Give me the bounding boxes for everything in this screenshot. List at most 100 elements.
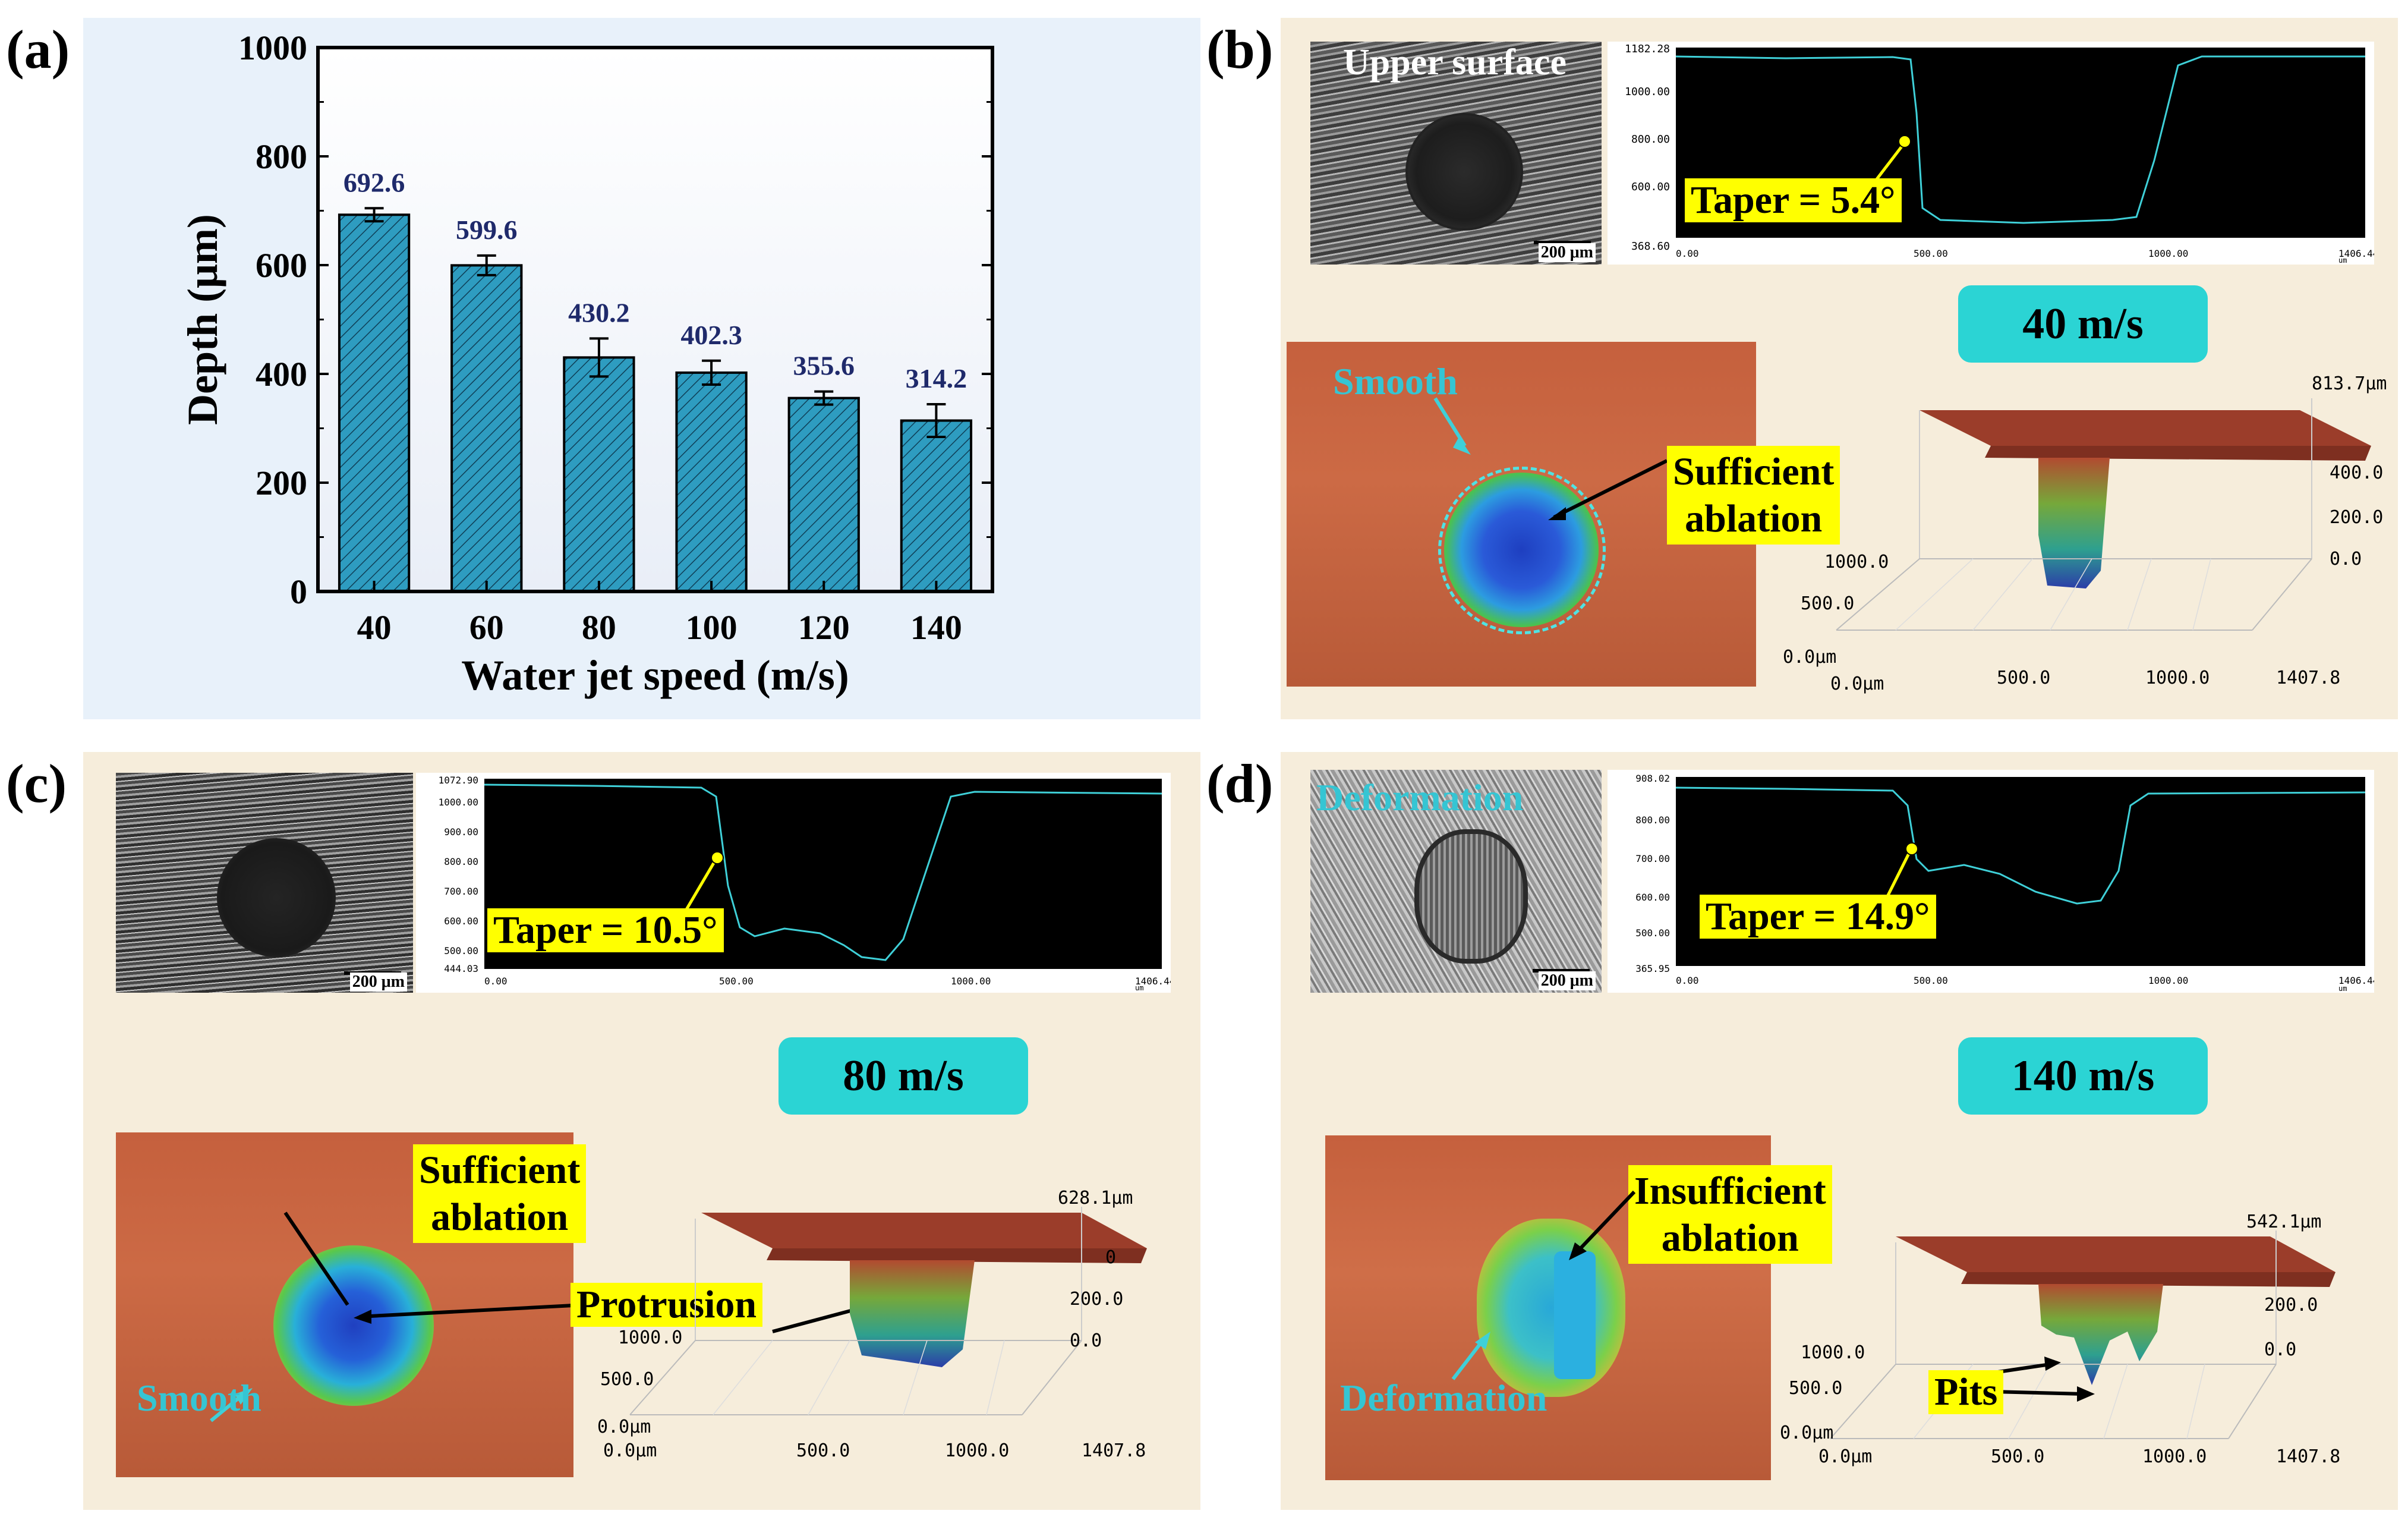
profile-c-x-3: 1406.44 [1135,975,1171,987]
profile-b-x-3: 1406.44 [2338,248,2374,259]
scale-bar-label: 200 μm [349,973,407,992]
profile-d-unit: um [2338,984,2347,993]
3d-b-z0: 400.0 [2330,462,2383,483]
3d-profile-b: 813.7μm 400.0 200.0 0.0 1000.0 500.0 0.0… [1783,373,2387,694]
3d-b-x1: 500.0 [1997,668,2050,688]
micrograph-c: 200 μm [116,773,413,993]
pits-label: Pits [1928,1370,2004,1414]
bar-80 [563,356,635,593]
profile-d-y-5: 365.95 [1635,963,1670,974]
3d-profile-c: 628.1μm 0 200.0 0.0 1000.0 500.0 0.0μm 0… [597,1188,1147,1461]
speed-badge-40: 40 m/s [1958,285,2208,363]
3d-d-x1: 500.0 [1991,1446,2044,1467]
insufficient-ablation-d: Insufficient ablation [1628,1165,1832,1264]
x-tick-label: 120 [798,608,850,647]
profile-c-y-1: 1000.00 [439,797,478,808]
profile-b-unit: um [2338,256,2347,265]
panel-c-letter: (c) [6,753,67,814]
profile-c-y-7: 444.03 [444,963,478,974]
profile-c-unit: um [1135,984,1143,992]
profile-c-y-4: 700.00 [444,886,478,897]
profile-b-y-1: 1000.00 [1625,86,1670,98]
bar-120 [787,396,860,593]
deformation-label-top: Deformation [1316,776,1524,819]
scale-bar-line [1533,969,1590,973]
profile-c-x-2: 1000.00 [951,975,991,987]
sufficient-line-b: Sufficient [1673,450,1835,493]
y-tick-label: 400 [256,355,307,394]
y-tick-label: 1000 [238,29,307,67]
3d-c-top: 628.1μm [1058,1188,1133,1209]
3d-b-x3: 1407.8 [2276,668,2340,688]
sufficient-ablation-c: Sufficient ablation [413,1144,587,1244]
3d-c-y1: 500.0 [600,1369,654,1390]
profile-c-y-3: 800.00 [444,856,478,867]
3d-c-x3: 1407.8 [1082,1440,1146,1461]
3d-b-top: 813.7μm [2312,373,2387,394]
insufficient-line-d: Insufficient [1634,1169,1826,1213]
protrusion-label: Protrusion [571,1283,763,1327]
3d-c-z0: 0 [1105,1247,1116,1268]
profile-plot-d: 908.02 800.00 700.00 600.00 500.00 365.9… [1608,770,2374,993]
profile-c-x-1: 500.00 [719,975,754,987]
y-tick-label: 600 [256,246,307,285]
profile-plot-b: 1000.00 800.00 600.00 1182.28 368.60 0.0… [1608,42,2374,265]
taper-label-d: Taper = 14.9° [1700,895,1936,939]
value-label-80: 430.2 [568,297,630,328]
profile-c-y-5: 600.00 [444,915,478,927]
profile-b-y-0: 1182.28 [1625,43,1670,55]
scale-bar-line [1534,241,1591,244]
bar-140 [900,419,973,593]
profile-b-x-0: 0.00 [1676,248,1699,259]
smooth-label-b: Smooth [1333,360,1458,402]
profile-b-y-4: 368.60 [1631,240,1670,253]
ablation-line-d: ablation [1661,1216,1799,1260]
smooth-label-c: Smooth [137,1377,261,1419]
height-map-d: Insufficient ablation Deformation [1325,1135,1832,1480]
3d-b-y0: 1000.0 [1824,552,1889,572]
x-tick-label: 80 [582,608,616,647]
3d-profile-d: 542.1μm 200.0 0.0 1000.0 500.0 0.0μm 0.0… [1780,1213,2340,1467]
scale-bar-label: 200 μm [1538,971,1596,990]
crater-channel [1554,1251,1596,1379]
3d-c-x2: 1000.0 [945,1440,1009,1461]
speed-badge-80: 80 m/s [778,1037,1028,1115]
profile-b-y-2: 800.00 [1631,133,1670,146]
x-tick-label: 100 [686,608,737,647]
height-map-c: Sufficient ablation Smooth [116,1132,587,1477]
deformation-label-bottom: Deformation [1340,1377,1547,1419]
bar-60 [450,264,523,593]
3d-b-x0: 0.0μm [1830,674,1884,694]
3d-d-y0: 1000.0 [1801,1342,1865,1363]
3d-d-x0: 0.0μm [1818,1446,1872,1467]
panel-a-letter: (a) [6,19,70,80]
profile-d-x-3: 1406.44 [2338,975,2374,986]
value-label-120: 355.6 [793,351,855,381]
3d-d-top: 542.1μm [2246,1213,2321,1232]
profile-b-y-3: 600.00 [1631,181,1670,193]
value-label-100: 402.3 [680,320,742,350]
x-tick-label: 40 [357,608,392,647]
panel-b-letter: (b) [1206,19,1274,80]
3d-c-z2: 0.0 [1070,1330,1102,1351]
dashed-circle [1438,467,1606,634]
profile-d-x-0: 0.00 [1676,975,1699,986]
profile-plot-c: 1072.90 1000.00 900.00 800.00 700.00 600… [416,773,1171,993]
sufficient-ablation-b: Sufficient ablation [1667,446,1840,545]
profile-c-y-2: 900.00 [444,826,478,838]
depth-bar-chart: 0 200 400 600 800 1000 692.6 40 599.6 60 430.2 80 40… [179,29,994,699]
x-axis-label: Water jet speed (m/s) [461,652,849,699]
x-tick-label: 140 [910,608,962,647]
3d-b-y2: 0.0μm [1783,647,1836,668]
profile-d-y-3: 600.00 [1635,892,1670,903]
ablation-line-b: ablation [1685,497,1823,541]
3d-d-x3: 1407.8 [2276,1446,2340,1467]
profile-d-y-0: 908.02 [1635,773,1670,784]
value-label-60: 599.6 [456,215,518,245]
3d-d-z1: 0.0 [2264,1339,2296,1360]
value-label-140: 314.2 [906,363,967,394]
3d-c-x1: 500.0 [796,1440,850,1461]
3d-d-y2: 0.0μm [1780,1423,1833,1443]
3d-c-x0: 0.0μm [603,1440,657,1461]
profile-d-y-4: 500.00 [1635,927,1670,939]
